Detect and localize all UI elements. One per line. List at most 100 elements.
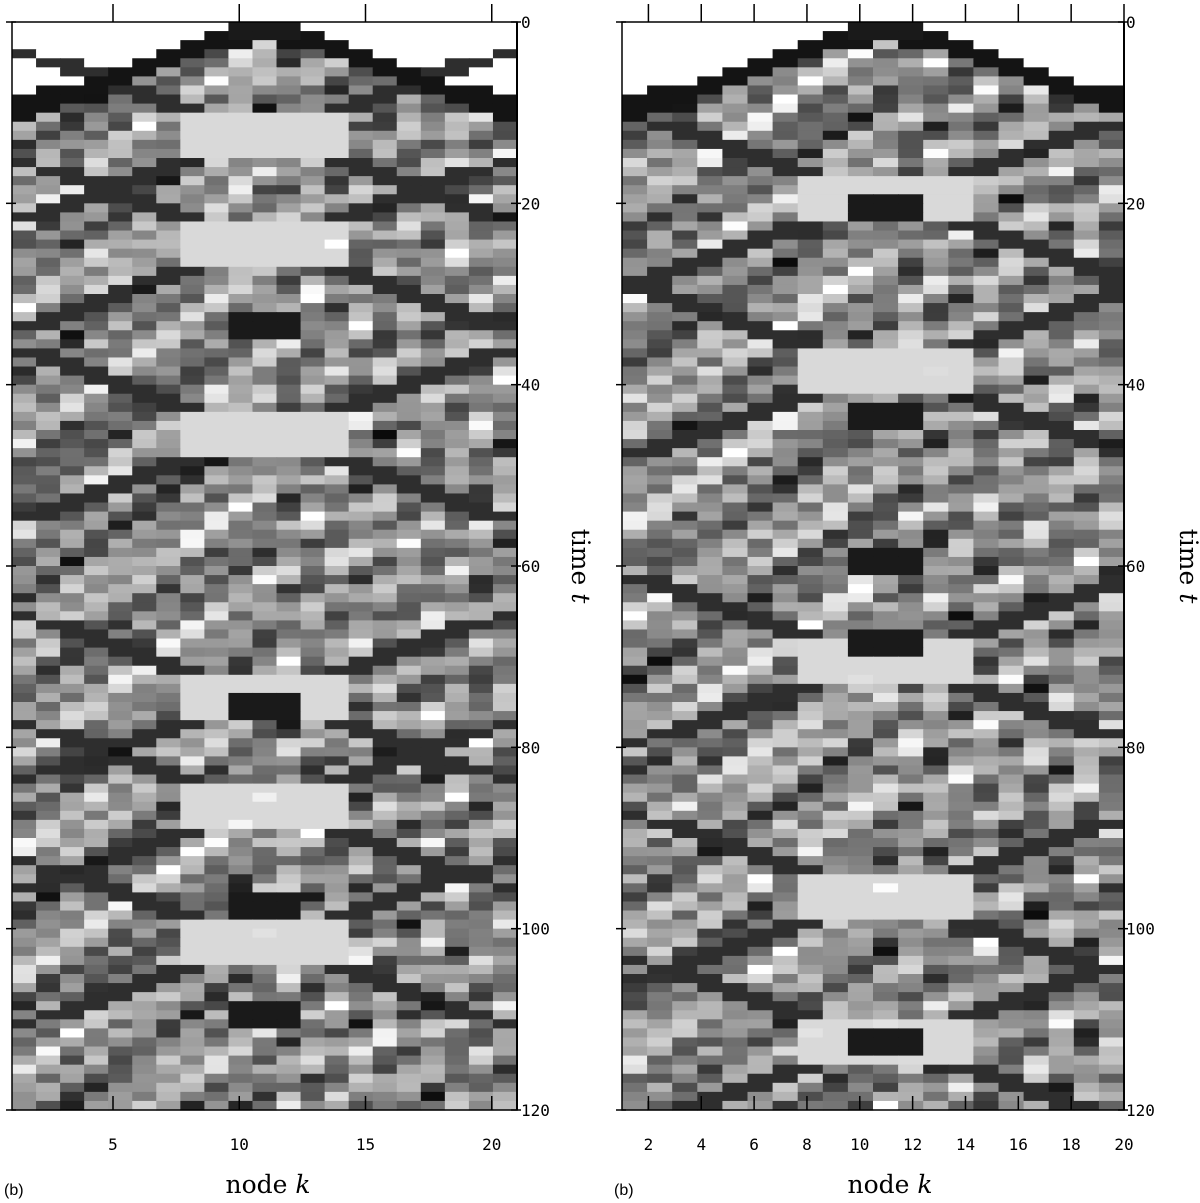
heatmap-cell [300,529,326,540]
heatmap-cell [647,774,673,785]
heatmap-cell [252,1046,278,1057]
heatmap-cell [822,493,849,504]
heatmap-cell [697,683,723,694]
heatmap-cell [468,810,494,821]
heatmap-cell [622,1028,648,1039]
heatmap-cell [1098,221,1125,232]
heatmap-cell [1048,1055,1075,1066]
heatmap-cell [797,430,824,440]
heatmap-cell [1023,393,1050,404]
heatmap-cell [898,892,924,903]
heatmap-cell [948,194,974,204]
heatmap-cell [396,384,422,395]
heatmap-cell [1098,692,1125,703]
heatmap-cell [1098,529,1125,540]
heatmap-cell [973,176,1000,186]
heatmap-cell [276,575,302,585]
heatmap-cell [60,955,85,966]
heatmap-cell [1048,194,1075,204]
heatmap-cell [647,312,673,322]
heatmap-cell [132,420,157,431]
heatmap-cell [348,520,374,531]
heatmap-cell [1023,874,1050,884]
heatmap-cell [396,910,422,921]
heatmap-cell [898,266,924,277]
heatmap-cell [1048,919,1075,930]
heatmap-cell [647,620,673,631]
heatmap-cell [372,357,398,368]
heatmap-cell [822,1001,849,1011]
heatmap-cell [300,439,326,449]
heatmap-cell [180,375,205,386]
heatmap-cell [468,702,494,712]
heatmap-cell [797,992,824,1002]
heatmap-cell [60,366,85,377]
heatmap-cell [156,194,181,204]
heatmap-cell [822,484,849,495]
heatmap-cell [396,239,422,250]
heatmap-cell [396,584,422,594]
heatmap-cell [396,158,422,168]
heatmap-cell [1048,656,1075,667]
heatmap-cell [1073,955,1100,966]
heatmap-cell [444,203,470,213]
heatmap-cell [1048,892,1075,903]
heatmap-cell [622,393,648,404]
heatmap-cell [60,1001,85,1011]
heatmap-cell [998,765,1025,776]
heatmap-cell [1098,40,1125,50]
heatmap-cell [12,1037,37,1048]
heatmap-cell [697,538,723,549]
heatmap-cell [647,31,673,41]
heatmap-cell [444,493,470,504]
heatmap-cell [797,475,824,485]
heatmap-cell [156,810,181,821]
heatmap-cell [420,266,446,277]
heatmap-cell [444,139,470,150]
heatmap-cell [156,448,181,458]
heatmap-cell [132,856,157,866]
heatmap-cell [1098,357,1125,368]
heatmap-cell [228,303,254,313]
heatmap-cell [324,584,350,594]
heatmap-cell [84,765,109,776]
heatmap-cell [252,411,278,422]
heatmap-cell [697,176,723,186]
heatmap-cell [300,475,326,485]
heatmap-cell [252,620,278,631]
heatmap-cell [228,946,254,957]
heatmap-cell [60,275,85,286]
heatmap-cell [12,602,37,612]
heatmap-cell [108,937,133,948]
heatmap-cell [468,76,494,87]
heatmap-cell [132,194,157,204]
heatmap-cell [772,856,799,866]
heatmap-cell [622,946,648,957]
heatmap-cell [647,493,673,504]
heatmap-cell [300,384,326,395]
heatmap-cell [772,366,799,377]
heatmap-cell [204,828,230,839]
heatmap-cell [372,457,398,467]
heatmap-cell [923,883,949,893]
heatmap-cell [647,593,673,603]
heatmap-cell [252,674,278,685]
x-axis-title: node k [225,1170,310,1199]
heatmap-cell [132,738,157,748]
heatmap-cell [60,31,85,41]
heatmap-cell [873,656,899,667]
heatmap-cell [948,294,974,304]
heatmap-cell [1098,121,1125,132]
heatmap-cell [348,720,374,730]
heatmap-cell [647,1037,673,1048]
heatmap-cell [747,529,774,540]
heatmap-cell [468,901,494,912]
heatmap-cell [396,620,422,631]
heatmap-cell [372,720,398,730]
heatmap-cell [420,294,446,304]
heatmap-cell [468,828,494,839]
heatmap-cell [12,430,37,440]
heatmap-cell [252,946,278,957]
heatmap-cell [300,838,326,848]
heatmap-cell [1073,647,1100,658]
